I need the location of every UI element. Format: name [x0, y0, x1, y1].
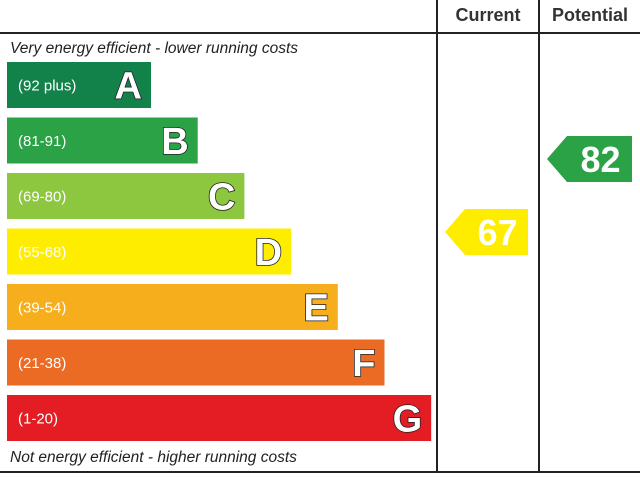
band-f: (21-38) F [7, 339, 385, 386]
potential-column-header: Potential [552, 5, 628, 25]
potential-rating-value: 82 [580, 139, 620, 180]
band-c: (69-80) C [7, 173, 245, 219]
band-letter-label: C [208, 177, 235, 219]
band-bar-c [7, 173, 245, 219]
band-letter-label: A [115, 66, 142, 108]
band-bar-d [7, 228, 292, 275]
band-range-label: (69-80) [18, 189, 66, 206]
band-bar-f [7, 339, 385, 386]
band-range-label: (1-20) [18, 411, 58, 428]
band-letter-label: F [352, 343, 375, 385]
band-d: (55-68) D [7, 228, 292, 275]
current-column-header: Current [455, 5, 520, 25]
band-range-label: (21-38) [18, 355, 66, 372]
band-a: (92 plus) A [7, 62, 151, 108]
bottom-note: Not energy efficient - higher running co… [10, 449, 297, 466]
band-bar-e [7, 284, 338, 330]
band-group: (92 plus) A (81-91) B (69-80) C (55-68) D (39-54… [7, 62, 432, 441]
band-letter-label: G [393, 399, 423, 441]
band-letter-label: E [303, 288, 328, 330]
potential-rating: 82 [547, 136, 632, 182]
band-bar-a [7, 62, 151, 108]
band-range-label: (39-54) [18, 300, 66, 317]
band-bar-g [7, 395, 432, 441]
current-rating-value: 67 [477, 212, 517, 253]
band-letter-label: B [161, 121, 188, 163]
rating-group: 67 82 [445, 136, 632, 255]
band-g: (1-20) G [7, 395, 432, 441]
band-letter-label: D [255, 232, 282, 274]
potential-rating-arrow [547, 136, 632, 182]
current-rating-arrow [445, 209, 528, 255]
top-note: Very energy efficient - lower running co… [10, 40, 298, 57]
band-bar-b [7, 117, 198, 164]
band-range-label: (92 plus) [18, 78, 76, 95]
band-range-label: (55-68) [18, 244, 66, 261]
band-e: (39-54) E [7, 284, 338, 330]
band-range-label: (81-91) [18, 133, 66, 150]
band-b: (81-91) B [7, 117, 198, 164]
current-rating: 67 [445, 209, 528, 255]
